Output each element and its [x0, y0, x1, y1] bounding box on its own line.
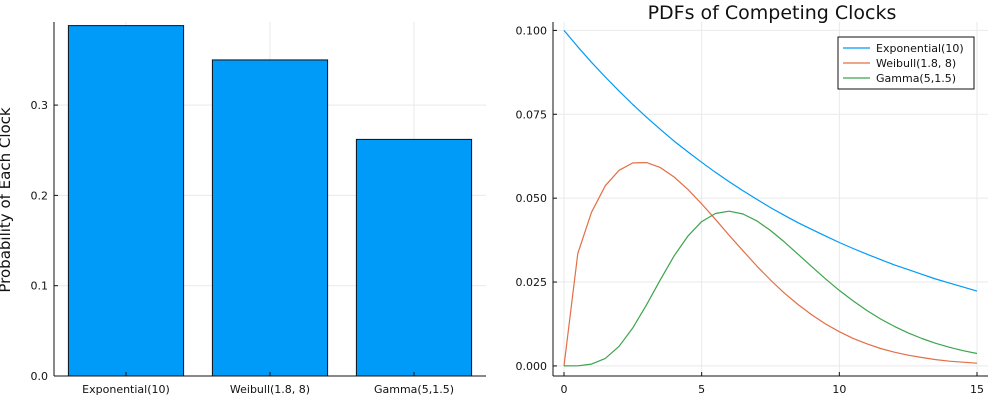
line-chart-y-tick-label: 0.025 [516, 276, 548, 289]
bar-chart-y-tick-label: 0.1 [31, 280, 49, 293]
bar-chart-y-tick-label: 0.2 [31, 189, 49, 202]
line-chart-legend: Exponential(10) Weibull(1.8, 8) Gamma(5,1.… [837, 36, 975, 90]
bar-gamma-5-1-5 [355, 138, 473, 377]
line-chart-series [563, 30, 978, 367]
bar-chart-x-tick-label: Gamma(5,1.5) [374, 383, 454, 396]
series-line-exponential-10 [563, 30, 978, 292]
line-chart-x-tick-label: 15 [970, 383, 984, 396]
line-chart-x-tick-label: 5 [698, 383, 705, 396]
line-chart-ticks: 0.000 0.025 0.050 0.075 0.100 0 5 10 15 [516, 24, 984, 396]
line-chart-title: PDFs of Competing Clocks [648, 2, 897, 24]
line-chart-y-tick-label: 0.075 [516, 108, 548, 121]
bar-chart-x-tick-label: Weibull(1.8, 8) [230, 383, 310, 396]
bar-exponential-10 [67, 25, 185, 377]
line-chart-y-tick-label: 0.000 [516, 360, 548, 373]
bar-chart-ticks: 0.0 0.1 0.2 0.3 Exponential(10) Weibull(1.8, … [31, 99, 455, 396]
line-chart-axes [552, 22, 988, 377]
legend-label-exponential-10: Exponential(10) [876, 42, 964, 55]
bar-weibull-1-8-8 [211, 59, 329, 377]
line-chart-y-tick-label: 0.050 [516, 192, 548, 205]
line-chart-y-tick-label: 0.100 [516, 24, 548, 37]
legend-label-gamma-5-1-5: Gamma(5,1.5) [876, 72, 956, 85]
series-line-gamma-5-1-5 [563, 210, 978, 367]
legend-label-weibull-1-8-8: Weibull(1.8, 8) [876, 57, 956, 70]
bar-chart-y-axis-title: Probability of Each Clock [0, 107, 14, 293]
line-chart-x-tick-label: 10 [832, 383, 846, 396]
line-chart-x-tick-label: 0 [561, 383, 568, 396]
series-line-weibull-1-8-8 [563, 162, 978, 366]
bar-chart-x-tick-label: Exponential(10) [82, 383, 170, 396]
line-chart-panel: PDFs of Competing Clocks 0.000 0.025 0.050… [516, 2, 988, 396]
bar-chart-bars [67, 25, 473, 377]
bar-chart-y-tick-label: 0.3 [31, 99, 49, 112]
bar-chart-y-tick-label: 0.0 [31, 370, 49, 383]
bar-chart-panel: 0.0 0.1 0.2 0.3 Exponential(10) Weibull(1.8, … [0, 22, 486, 396]
